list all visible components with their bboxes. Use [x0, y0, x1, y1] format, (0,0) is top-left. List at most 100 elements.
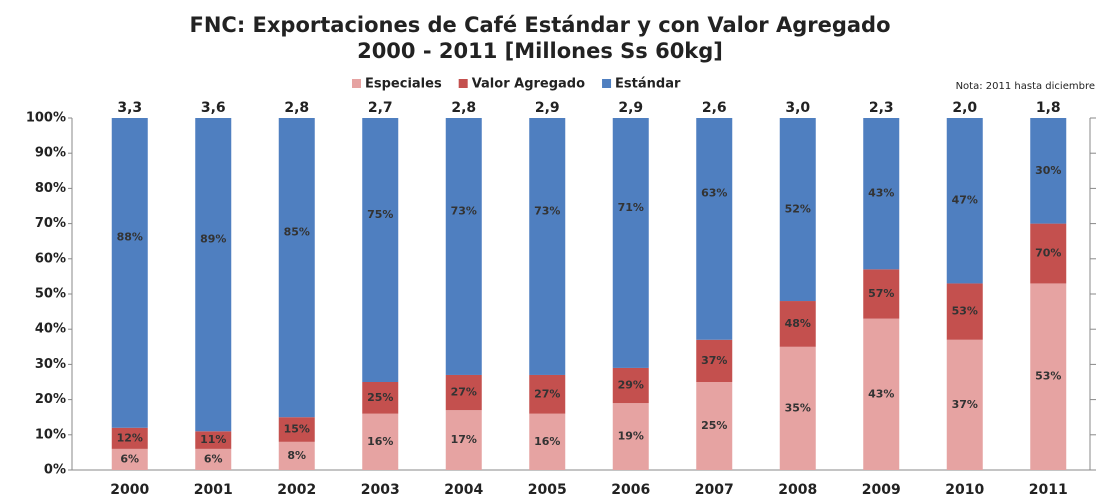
- data-label: 43%: [868, 187, 894, 200]
- bar-segment: [612, 367, 649, 404]
- x-tick-label: 2006: [611, 482, 650, 495]
- bar-segment: [779, 301, 816, 347]
- annotation: 70%: [1035, 247, 1061, 260]
- annotation: 27%: [534, 387, 560, 400]
- total-label: 3,6: [201, 100, 226, 116]
- annotation: 11%: [200, 433, 226, 446]
- bar-segment: [111, 427, 148, 449]
- bar-segment: [445, 410, 482, 470]
- bar-segment: [445, 118, 482, 375]
- total-label: 2,9: [535, 100, 560, 116]
- x-tick-label: 2011: [1029, 482, 1068, 495]
- annotation: 15%: [284, 423, 310, 436]
- data-label: 73%: [534, 204, 560, 217]
- legend-swatch: [602, 79, 612, 88]
- data-label: 6%: [120, 452, 139, 465]
- annotation: 27%: [451, 386, 477, 399]
- bar-segment: [863, 318, 900, 470]
- x-tick-label: 2005: [528, 482, 567, 495]
- bar-segment: [445, 374, 482, 411]
- bar-segment: [111, 448, 148, 470]
- data-label: 47%: [952, 194, 978, 207]
- bar-segment: [1030, 283, 1067, 470]
- annotation: 37%: [701, 354, 727, 367]
- total-label: 2,3: [869, 100, 894, 116]
- total-label: 2,8: [451, 100, 476, 116]
- legend-label: Estándar: [615, 77, 681, 92]
- data-label: 43%: [868, 387, 894, 400]
- bar-segment: [863, 269, 900, 319]
- data-label: 8%: [287, 449, 306, 462]
- bar-segment: [529, 118, 566, 375]
- y-tick-label: 20%: [35, 392, 66, 407]
- total-label: 2,6: [702, 100, 727, 116]
- x-tick-label: 2004: [444, 482, 483, 495]
- annotation: 12%: [117, 431, 143, 444]
- total-label: 2,9: [618, 100, 643, 116]
- y-tick-label: 30%: [35, 357, 66, 372]
- bar-segment: [529, 413, 566, 470]
- data-label: 25%: [701, 419, 727, 432]
- total-label: 3,0: [785, 100, 810, 116]
- bar-segment: [696, 339, 733, 382]
- bar-segment: [612, 403, 649, 470]
- annotation: 25%: [367, 391, 393, 404]
- bar-segment: [195, 431, 232, 449]
- total-label: 2,7: [368, 100, 393, 116]
- bar-segment: [863, 118, 900, 270]
- data-label: 17%: [451, 433, 477, 446]
- y-tick-label: 70%: [35, 216, 66, 231]
- bar-segment: [278, 118, 315, 418]
- data-label: 30%: [1035, 164, 1061, 177]
- bar-segment: [529, 374, 566, 414]
- data-label: 73%: [451, 204, 477, 217]
- data-label: 71%: [618, 201, 644, 214]
- y-tick-label: 100%: [26, 111, 66, 126]
- annotation: 53%: [952, 305, 978, 318]
- y-tick-label: 80%: [35, 181, 66, 196]
- bar-segment: [946, 283, 983, 340]
- annotation: 29%: [618, 379, 644, 392]
- data-label: 35%: [785, 401, 811, 414]
- y-tick-label: 0%: [44, 463, 66, 478]
- bar-segment: [946, 339, 983, 470]
- total-label: 2,0: [952, 100, 977, 116]
- legend-label: Valor Agregado: [472, 77, 585, 92]
- data-label: 16%: [367, 435, 393, 448]
- data-label: 53%: [1035, 370, 1061, 383]
- bar-segment: [696, 382, 733, 470]
- bar-segment: [1030, 223, 1067, 284]
- bar-segment: [946, 118, 983, 284]
- x-tick-label: 2001: [194, 482, 233, 495]
- x-tick-label: 2002: [277, 482, 316, 495]
- bar-segment: [779, 346, 816, 470]
- x-tick-label: 2010: [945, 482, 984, 495]
- legend-swatch: [458, 79, 468, 88]
- legend-label: Especiales: [365, 77, 442, 92]
- x-tick-label: 2000: [110, 482, 149, 495]
- data-label: 89%: [200, 232, 226, 245]
- total-label: 1,8: [1036, 100, 1061, 116]
- data-label: 6%: [204, 452, 223, 465]
- y-tick-label: 40%: [35, 322, 66, 337]
- bar-segment: [696, 118, 733, 340]
- bar-segment: [278, 441, 315, 470]
- bar-segment: [195, 448, 232, 470]
- legend-swatch: [352, 79, 361, 88]
- bar-segment: [362, 382, 399, 414]
- total-label: 2,8: [284, 100, 309, 116]
- bar-segment: [612, 118, 649, 368]
- x-tick-label: 2003: [361, 482, 400, 495]
- bar-segment: [195, 118, 232, 432]
- bar-segment: [278, 417, 315, 442]
- bar-segment: [111, 118, 148, 428]
- y-tick-label: 10%: [35, 427, 66, 442]
- data-label: 52%: [785, 203, 811, 216]
- data-label: 16%: [534, 435, 560, 448]
- x-tick-label: 2008: [778, 482, 817, 495]
- bar-segment: [779, 118, 816, 302]
- bar-segment: [362, 413, 399, 470]
- annotation: 57%: [868, 287, 894, 300]
- data-label: 75%: [367, 208, 393, 221]
- x-tick-label: 2007: [695, 482, 734, 495]
